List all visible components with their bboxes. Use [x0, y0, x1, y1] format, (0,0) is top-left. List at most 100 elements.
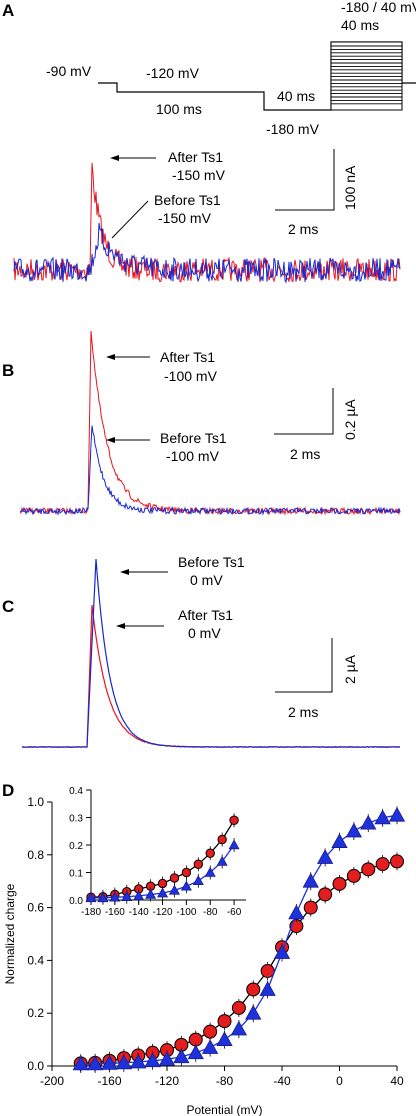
data-point-triangle [145, 888, 157, 899]
label-b-before-line1: Before Ts1 [160, 430, 227, 446]
y-tick-label: 0.4 [69, 786, 83, 797]
data-point-triangle [168, 884, 180, 895]
inset-background [91, 790, 246, 900]
x-tick-label: -160 [105, 907, 125, 918]
trace-a-before-ts1 [13, 222, 401, 284]
test-potential-label: -180 / 40 mV [341, 0, 416, 15]
panel-c-letter: C [2, 597, 14, 616]
label-b-after-line1: After Ts1 [160, 349, 215, 365]
label-c-before-line2: 0 mV [190, 572, 223, 588]
hyperpolarizing-duration-label: 40 ms [277, 88, 315, 104]
arrow-a-before [111, 200, 149, 239]
label-c-after-line2: 0 mV [188, 625, 221, 641]
data-point-triangle [180, 880, 192, 891]
y-tick-label: 1.0 [27, 795, 44, 809]
data-point-triangle [86, 1055, 104, 1071]
data-point-triangle [192, 875, 204, 886]
scalebar-c-y-label: 2 µA [342, 654, 358, 684]
x-tick-label: -40 [273, 1074, 291, 1088]
data-point-circle [390, 854, 404, 869]
data-point-triangle [109, 891, 121, 902]
x-tick-label: -180 [81, 907, 101, 918]
data-point-triangle [230, 1020, 248, 1036]
trace-c-before-ts1 [21, 558, 400, 748]
x-tick-label: -60 [227, 907, 242, 918]
data-point-triangle [345, 822, 363, 838]
label-c-after-line1: After Ts1 [178, 607, 233, 623]
data-point-triangle [121, 891, 133, 901]
data-point-triangle [101, 1055, 118, 1070]
y-tick-label: 0.4 [27, 953, 44, 967]
data-point-triangle [302, 872, 319, 888]
scalebar-b-x-label: 2 ms [290, 446, 320, 462]
label-a-before-line1: Before Ts1 [154, 192, 221, 208]
data-point-circle [229, 815, 239, 825]
data-point-circle [332, 876, 347, 891]
prepulse-duration-label: 100 ms [156, 101, 202, 117]
data-point-circle [203, 1024, 218, 1039]
y-tick-label: 0.2 [27, 1006, 44, 1020]
scalebar-c-x-label: 2 ms [288, 704, 318, 720]
data-point-triangle [288, 904, 305, 920]
arrow-c-before-head [120, 569, 129, 575]
data-point-triangle [201, 1039, 219, 1054]
scalebar-b-y-label: 0.2 µA [342, 399, 358, 440]
data-point-triangle [360, 814, 377, 830]
data-point-triangle [245, 1004, 262, 1020]
scalebar-a-y-label: 100 nA [342, 165, 358, 210]
x-tick-label: 40 [390, 1074, 404, 1088]
data-point-triangle [331, 833, 348, 848]
x-tick-label: -120 [153, 907, 173, 918]
voltage-protocol [98, 41, 416, 111]
data-point-triangle [158, 1051, 176, 1066]
data-point-triangle [144, 1052, 161, 1068]
x-tick-label: -140 [129, 907, 149, 918]
charge-voltage-plot: -200 -160 -120 -80 -40 0 40 0.0 0.2 0.4 0.6 0.8 1.0 P… [3, 795, 406, 1116]
data-point-circle [181, 867, 192, 878]
scalebar-b [274, 388, 334, 435]
data-point-triangle [228, 839, 240, 850]
x-tick-label: -100 [176, 907, 196, 918]
data-point-circle [231, 1000, 246, 1015]
data-point-triangle [259, 981, 276, 996]
data-point-triangle [115, 1054, 133, 1070]
y-tick-label: 0.2 [69, 841, 83, 852]
data-point-triangle [273, 944, 291, 959]
data-point-circle [169, 873, 180, 883]
label-b-after-line2: -100 mV [164, 368, 218, 384]
data-point-triangle [187, 1044, 204, 1060]
label-a-after-line1: After Ts1 [168, 149, 223, 165]
arrow-b-after-head [106, 354, 115, 360]
x-tick-label: -160 [97, 1074, 121, 1088]
charge-voltage-inset-plot: -180 -160 -140 -120 -100 -80 -60 0.0 0.1 0.2 0.3 0.… [69, 786, 246, 918]
data-point-triangle [204, 866, 216, 877]
label-a-before-line2: -150 mV [158, 210, 212, 226]
test-pulse-family [331, 45, 402, 105]
x-tick-label: -200 [40, 1074, 64, 1088]
label-b-before-line2: -100 mV [166, 448, 220, 464]
y-axis-label: Normalized charge [3, 883, 17, 984]
data-point-circle [217, 834, 227, 845]
data-point-circle [217, 1014, 232, 1029]
arrow-a-after-head [110, 155, 119, 161]
y-tick-label: 0.0 [27, 1059, 44, 1073]
data-point-circle [346, 868, 361, 883]
prepulse-potential-label: -120 mV [146, 65, 200, 81]
data-point-circle [205, 848, 215, 858]
holding-potential-label: -90 mV [46, 63, 92, 79]
data-point-circle [246, 982, 261, 997]
data-point-triangle [173, 1048, 190, 1064]
scalebar-c [275, 638, 333, 693]
scalebar-a-x-label: 2 ms [288, 221, 318, 237]
y-tick-label: 0.3 [69, 814, 83, 825]
x-tick-label: -120 [155, 1074, 179, 1088]
panel-b-letter: B [2, 361, 14, 380]
x-tick-label: 0 [336, 1074, 343, 1088]
data-point-triangle [97, 892, 109, 903]
trace-b-before-ts1 [19, 425, 401, 516]
x-tick-label: -80 [216, 1074, 234, 1088]
data-point-circle [318, 887, 333, 902]
y-tick-label: 0.0 [69, 896, 83, 907]
data-point-circle [375, 857, 390, 872]
x-axis-label: Potential (mV) [186, 1103, 262, 1116]
